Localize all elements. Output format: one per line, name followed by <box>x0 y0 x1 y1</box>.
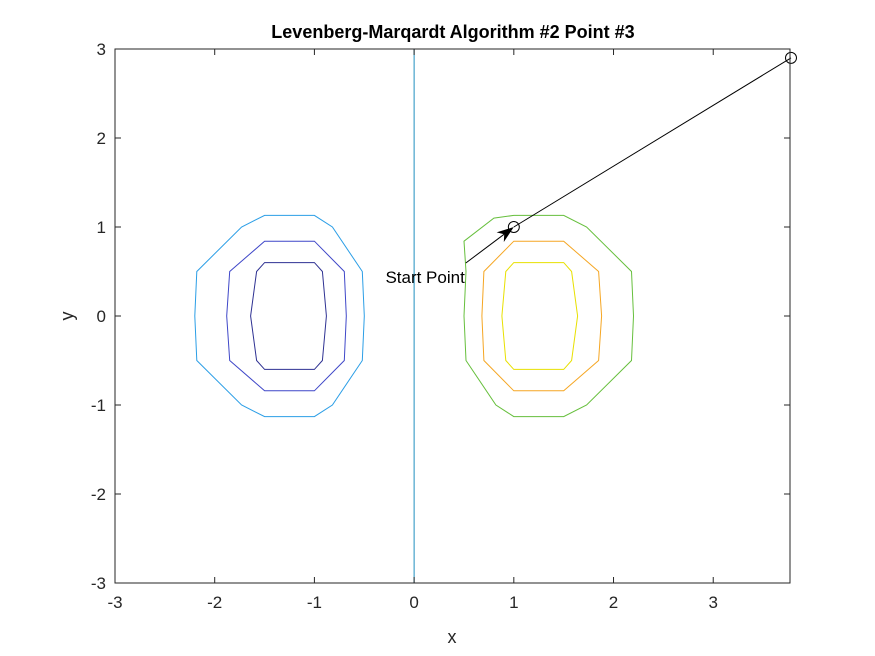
x-tick-label: 1 <box>509 593 518 612</box>
y-tick-label: 1 <box>97 218 106 237</box>
y-axis-ticks: -3 -2 -1 0 1 2 3 <box>91 40 790 593</box>
x-axis-ticks: -3 -2 -1 0 1 2 3 <box>107 49 718 612</box>
contour-line-5 <box>481 240 603 392</box>
x-tick-label: -1 <box>307 593 322 612</box>
y-axis-label: y <box>57 312 77 321</box>
path-point-1 <box>784 51 797 64</box>
contour-line-4 <box>463 214 635 418</box>
contour-line-2 <box>226 240 347 392</box>
x-tick-label: -3 <box>107 593 122 612</box>
y-tick-label: 2 <box>97 129 106 148</box>
x-tick-label: -2 <box>207 593 222 612</box>
x-tick-label: 2 <box>609 593 618 612</box>
contour-line-3 <box>194 214 365 418</box>
x-axis-label: x <box>448 627 457 647</box>
contour-lines <box>194 214 635 418</box>
optimization-path <box>507 51 797 233</box>
y-tick-label: -2 <box>91 485 106 504</box>
chart-title: Levenberg-Marqardt Algorithm #2 Point #3 <box>271 22 634 42</box>
annotation-text: Start Point <box>385 268 465 287</box>
annotation-arrow-head <box>496 227 514 242</box>
path-line <box>513 57 792 228</box>
x-tick-label: 0 <box>409 593 418 612</box>
path-point-2 <box>507 221 520 233</box>
y-tick-label: 3 <box>97 40 106 59</box>
annotation: Start Point <box>385 227 514 287</box>
contour-line-1 <box>250 262 327 370</box>
annotation-arrow-shaft <box>465 233 505 264</box>
y-tick-label: -3 <box>91 574 106 593</box>
x-tick-label: 3 <box>708 593 717 612</box>
y-tick-label: 0 <box>97 307 106 326</box>
contour-line-6 <box>501 262 579 370</box>
y-tick-label: -1 <box>91 396 106 415</box>
axes-background <box>115 49 790 583</box>
plot-area: Start Point <box>114 48 797 584</box>
